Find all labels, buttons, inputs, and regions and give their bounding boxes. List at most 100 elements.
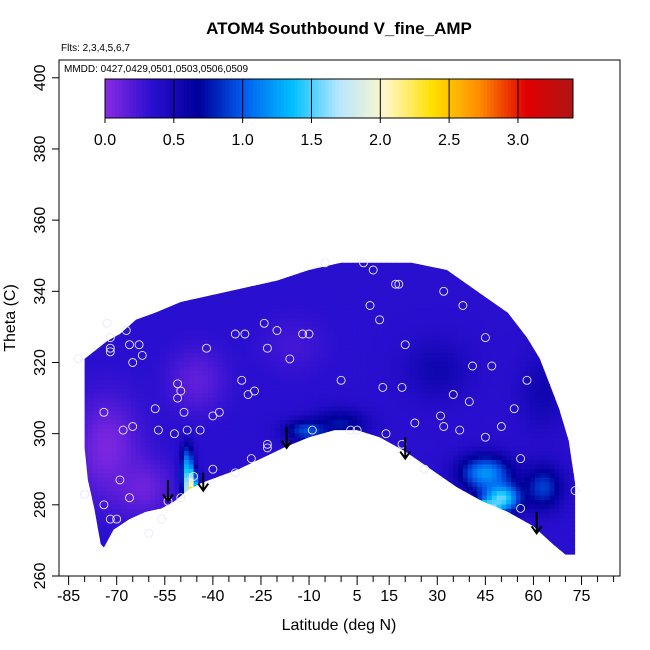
- field-cell: [169, 268, 175, 274]
- field-cell: [102, 517, 108, 523]
- field-cell: [170, 557, 175, 562]
- field-cell: [414, 477, 421, 483]
- field-cell: [414, 486, 421, 492]
- field-cell: [212, 544, 219, 549]
- field-cell: [352, 477, 358, 483]
- field-cell: [87, 397, 94, 403]
- field-cell: [270, 388, 276, 394]
- field-cell: [135, 526, 142, 532]
- field-cell: [131, 383, 137, 389]
- field-cell: [78, 388, 83, 393]
- field-cell: [126, 392, 132, 398]
- field-cell: [309, 432, 315, 438]
- field-cell: [203, 530, 209, 536]
- field-cell: [107, 277, 113, 283]
- field-cell: [116, 343, 123, 349]
- field-cell: [381, 268, 387, 274]
- field-cell: [232, 548, 238, 554]
- field-cell: [212, 481, 219, 487]
- field-cell: [313, 268, 320, 274]
- field-cell: [179, 330, 185, 336]
- field-cell: [342, 401, 349, 407]
- field-cell: [155, 255, 160, 260]
- field-cell: [193, 508, 199, 514]
- field-cell: [366, 544, 373, 549]
- field-cell: [92, 459, 99, 465]
- field-cell: [131, 317, 137, 323]
- field-cell: [304, 263, 310, 269]
- field-cell: [400, 441, 406, 447]
- field-cell: [309, 348, 315, 354]
- field-cell: [212, 446, 219, 452]
- field-cell: [400, 495, 406, 500]
- field-cell: [304, 481, 310, 487]
- field-cell: [318, 388, 325, 394]
- field-cell: [126, 379, 132, 385]
- field-cell: [366, 272, 373, 278]
- field-cell: [337, 503, 344, 509]
- field-cell: [111, 339, 118, 345]
- field-cell: [256, 410, 262, 416]
- field-cell: [328, 490, 334, 496]
- field-cell: [270, 383, 276, 389]
- field-cell: [174, 423, 180, 429]
- field-cell: [145, 286, 151, 291]
- field-cell: [270, 517, 276, 523]
- field-cell: [164, 455, 171, 460]
- field-cell: [256, 334, 262, 340]
- field-cell: [169, 348, 175, 354]
- field-cell: [294, 544, 300, 549]
- field-cell: [87, 277, 94, 283]
- field-cell: [246, 552, 252, 555]
- field-cell: [366, 423, 373, 429]
- field-cell: [236, 486, 243, 492]
- field-cell: [232, 557, 237, 562]
- field-cell: [107, 508, 113, 514]
- field-cell: [304, 503, 310, 509]
- field-cell: [265, 495, 272, 500]
- field-cell: [208, 330, 214, 336]
- field-cell: [246, 366, 252, 371]
- field-cell: [395, 512, 401, 518]
- field-cell: [107, 357, 113, 363]
- field-cell: [102, 263, 108, 269]
- field-cell: [309, 557, 314, 562]
- field-cell: [150, 486, 156, 492]
- field-cell: [294, 334, 300, 340]
- field-cell: [400, 299, 406, 305]
- field-cell: [376, 495, 382, 500]
- field-cell: [92, 410, 99, 416]
- field-cell: [275, 290, 281, 296]
- field-cell: [328, 383, 334, 389]
- field-cell: [84, 370, 89, 376]
- field-cell: [414, 299, 421, 305]
- field-cell: [227, 450, 233, 456]
- field-cell: [275, 499, 281, 505]
- field-cell: [381, 326, 387, 331]
- field-cell: [410, 294, 416, 300]
- field-cell: [381, 312, 387, 318]
- field-cell: [299, 272, 305, 278]
- field-cell: [270, 277, 276, 283]
- field-cell: [285, 388, 291, 394]
- field-cell: [227, 517, 233, 523]
- field-cell: [97, 477, 103, 483]
- field-cell: [352, 366, 358, 371]
- field-cell: [222, 419, 228, 425]
- field-cell: [265, 312, 272, 318]
- field-cell: [92, 326, 99, 331]
- field-cell: [208, 383, 214, 389]
- field-cell: [117, 557, 122, 562]
- field-cell: [236, 428, 243, 434]
- field-cell: [333, 334, 339, 340]
- field-cell: [150, 255, 155, 260]
- field-cell: [251, 508, 257, 514]
- field-cell: [376, 312, 382, 318]
- field-cell: [150, 348, 156, 354]
- field-cell: [261, 401, 267, 407]
- field-cell: [227, 339, 233, 345]
- field-cell: [265, 379, 272, 385]
- field-cell: [222, 437, 228, 443]
- field-cell: [188, 535, 195, 541]
- field-cell: [126, 503, 132, 509]
